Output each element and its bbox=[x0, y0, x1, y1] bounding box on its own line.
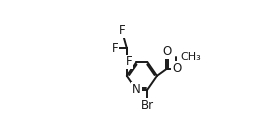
Text: CH₃: CH₃ bbox=[181, 52, 201, 62]
Text: O: O bbox=[172, 62, 181, 75]
Text: F: F bbox=[126, 55, 132, 68]
Text: O: O bbox=[162, 45, 171, 58]
Text: F: F bbox=[119, 24, 125, 37]
Text: F: F bbox=[112, 42, 118, 55]
Text: N: N bbox=[132, 83, 141, 96]
Text: Br: Br bbox=[141, 99, 154, 112]
